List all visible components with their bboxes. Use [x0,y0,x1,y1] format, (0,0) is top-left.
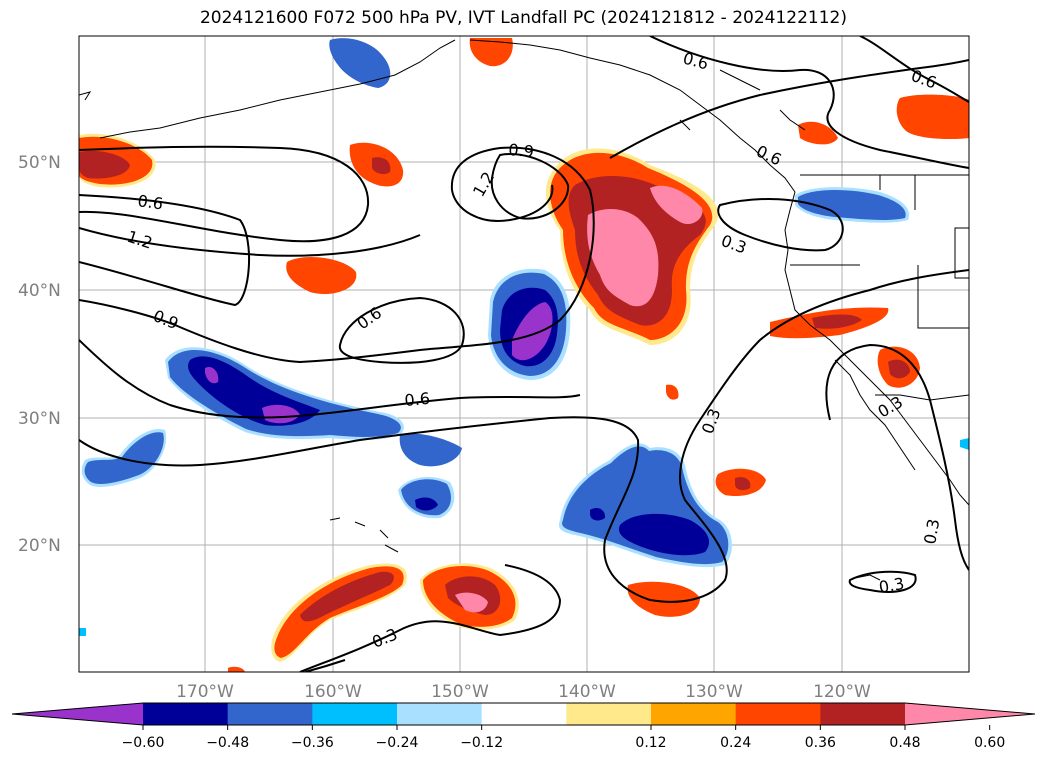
colorbar-extension-high [905,703,1035,725]
colorbar-segment [312,703,398,725]
plot-frame [78,35,970,673]
colorbar-segment [227,703,313,725]
contour-label: 0.3 [698,406,725,436]
colorbar-tick-label: −0.36 [291,735,334,751]
colorbar-tick-label: 0.36 [805,735,836,751]
negative-ivt-region-hawaii-east [558,187,969,568]
contour-label: 0.6 [753,141,784,169]
contour-label: 0.3 [877,574,905,597]
lon-label: 160°W [304,682,362,702]
colorbar-tick-label: −0.60 [122,735,165,751]
lat-label: 30°N [18,409,61,429]
negative-ivt-region-southwest [79,38,462,636]
longitude-labels: 170°W 160°W 150°W 140°W 130°W 120°W [176,682,871,702]
colorbar-segment [651,703,737,725]
colorbar-segment [481,703,567,725]
contour-label: 0.3 [875,392,907,421]
colorbar-segment [566,703,652,725]
pv-contours [79,36,969,672]
colorbar-segment [820,703,906,725]
contour-label: 0.3 [369,625,400,652]
colorbar-extension-low [12,703,143,725]
positive-ivt-blobs [228,38,969,672]
lon-label: 120°W [813,682,871,702]
negative-ivt-region-central [488,268,571,380]
lon-label: 140°W [558,682,616,702]
contour-label: 0.6 [353,303,385,333]
colorbar-tick-label: 0.12 [635,735,666,751]
lon-label: 130°W [685,682,743,702]
colorbar-tick-label: 0.60 [974,735,1005,751]
contour-label: 0.9 [151,306,182,333]
contour-label: 0.9 [508,140,535,161]
colorbar-tick-label: 0.24 [720,735,751,751]
contour-label: 1.2 [125,227,155,253]
contour-label: 0.6 [404,389,431,410]
lat-label: 50°N [18,153,61,173]
colorbar: −0.60 −0.48 −0.36 −0.24 −0.12 0.12 0.24 0.36 0.4… [11,702,1036,751]
positive-ivt-region-gulf [545,148,719,345]
contour-label: 0.3 [920,517,943,545]
colorbar-tick-label: −0.48 [206,735,249,751]
colorbar-segment [143,703,229,725]
colorbar-tick-label: −0.24 [376,735,419,751]
contour-label: 0.6 [136,191,164,213]
lon-label: 150°W [431,682,489,702]
latitude-labels: 50°N 40°N 30°N 20°N [18,153,61,556]
colorbar-segment [735,703,821,725]
colorbar-segment [397,703,483,725]
contour-label: 0.6 [909,66,939,93]
lat-label: 40°N [18,281,61,301]
colorbar-tick-label: 0.48 [889,735,920,751]
coastlines [79,39,969,581]
map-title: 2024121600 F072 500 hPa PV, IVT Landfall… [199,8,847,28]
lon-label: 170°W [176,682,234,702]
colorbar-tick-label: −0.12 [460,735,503,751]
lat-label: 20°N [18,536,61,556]
contour-label: 0.6 [681,49,711,74]
positive-ivt-region-west [79,133,156,188]
